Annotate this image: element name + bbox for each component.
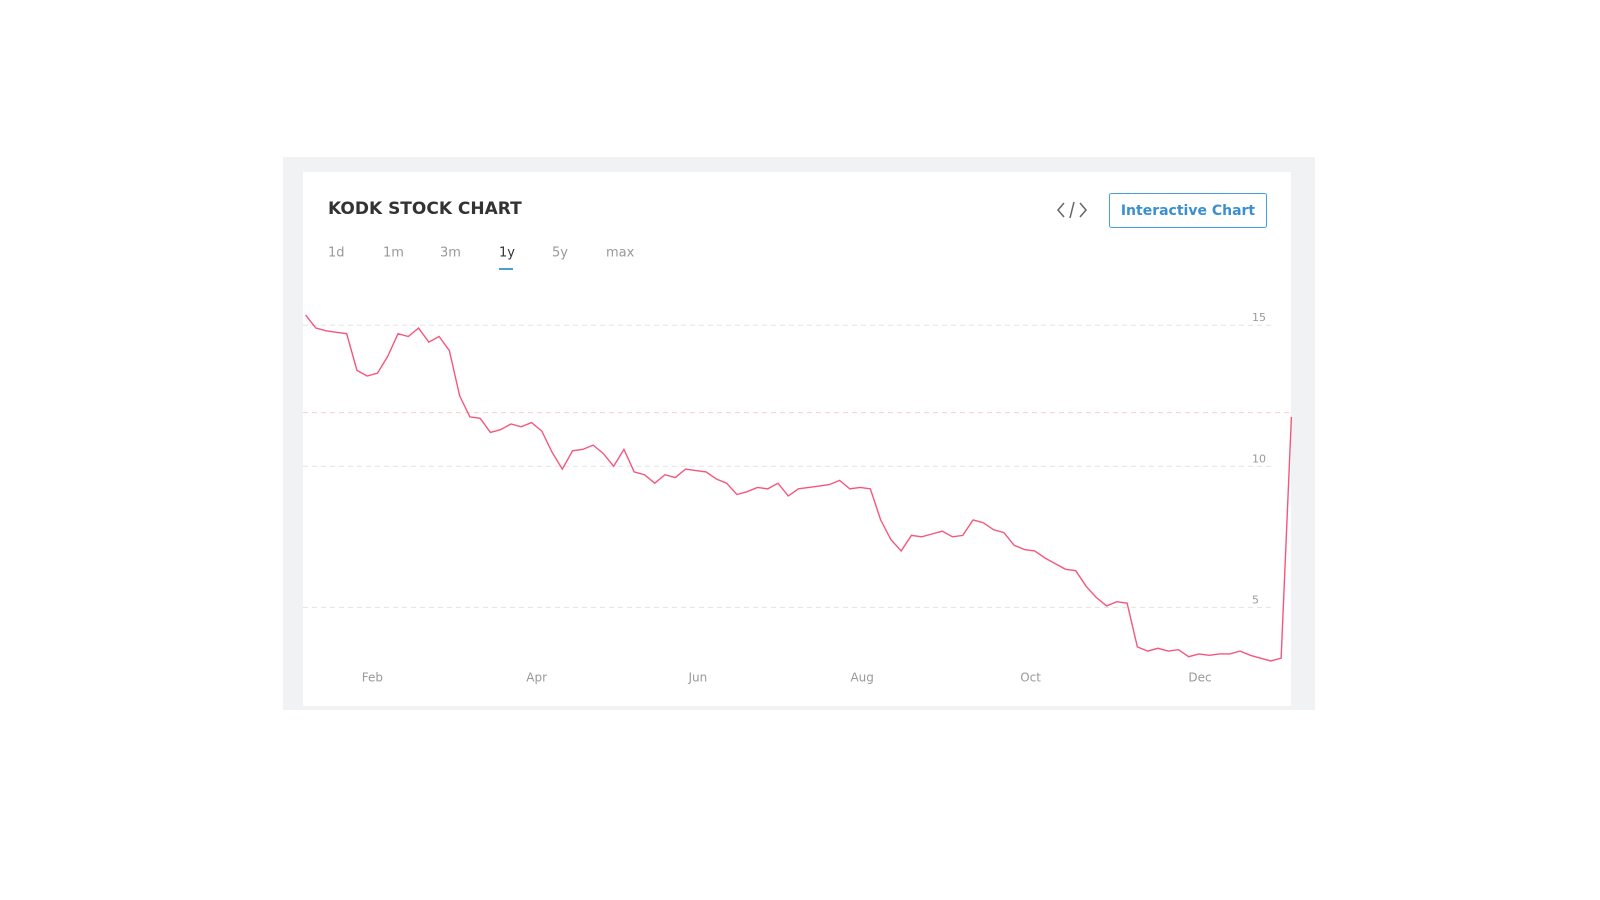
widget-card — [303, 172, 1291, 706]
widget-title: KODK STOCK CHART — [328, 199, 522, 219]
x-tick-label: Feb — [362, 671, 383, 685]
x-tick-label: Dec — [1188, 671, 1211, 685]
interactive-chart-button[interactable] — [1109, 193, 1267, 228]
x-tick-label: Apr — [526, 671, 547, 685]
range-tab[interactable]: 1d — [328, 246, 345, 261]
range-tab[interactable]: 1y — [499, 246, 515, 261]
interactive-chart-button-label[interactable]: Interactive Chart — [1121, 203, 1256, 219]
range-tab[interactable]: 3m — [440, 246, 461, 261]
x-tick-label: Jun — [687, 671, 707, 685]
range-tab[interactable]: max — [606, 246, 635, 261]
x-tick-label: Oct — [1020, 671, 1041, 685]
y-tick-label: 10 — [1252, 452, 1266, 465]
embed-code-glyph[interactable] — [1057, 201, 1087, 219]
y-tick-label: 15 — [1252, 311, 1266, 324]
price-line — [305, 314, 1293, 662]
y-tick-label: 5 — [1252, 593, 1259, 606]
range-tab[interactable]: 5y — [552, 246, 568, 261]
embed-code-icon[interactable] — [1057, 201, 1087, 219]
range-tab[interactable]: 1m — [383, 246, 404, 261]
x-tick-label: Aug — [850, 671, 873, 685]
